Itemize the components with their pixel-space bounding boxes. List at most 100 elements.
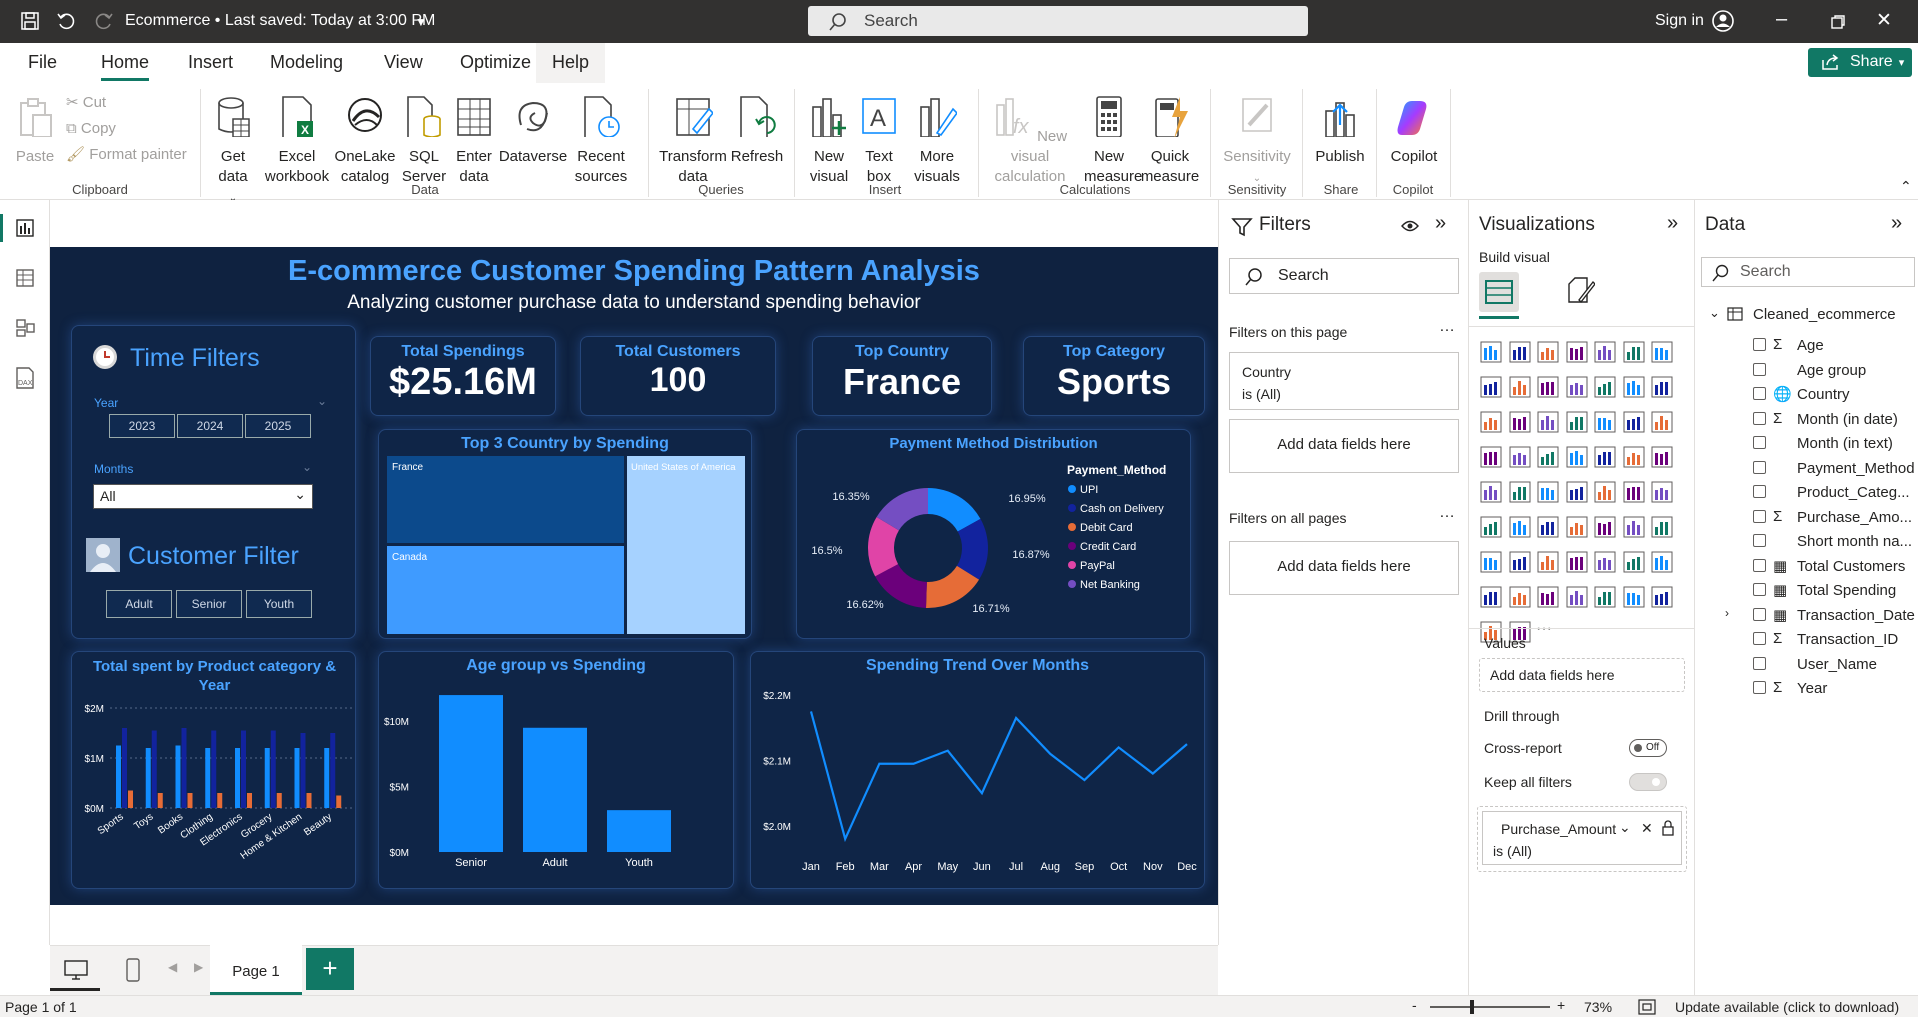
visual-type-icon[interactable]	[1536, 550, 1560, 574]
zoom-in-icon[interactable]: +	[1557, 997, 1566, 1013]
age-bar-card[interactable]: Age group vs Spending $0M $5M $10M Senior Ad…	[378, 651, 734, 889]
visual-type-icon[interactable]	[1593, 375, 1617, 399]
visual-type-icon[interactable]	[1622, 585, 1646, 609]
visual-type-icon[interactable]	[1593, 340, 1617, 364]
treemap-tile-usa[interactable]	[627, 456, 745, 634]
visual-type-icon[interactable]	[1536, 515, 1560, 539]
menu-insert[interactable]: Insert	[188, 52, 234, 72]
global-search-input[interactable]: Search	[808, 6, 1308, 36]
values-drop-zone[interactable]: Add data fields here	[1479, 658, 1685, 692]
field-checkbox[interactable]	[1753, 387, 1766, 400]
visual-type-icon[interactable]	[1536, 340, 1560, 364]
more-options-icon[interactable]: …	[1439, 504, 1455, 521]
kpi-total-customers[interactable]: Total Customers 100	[580, 336, 776, 416]
page-1-tab[interactable]: Page 1	[210, 945, 302, 995]
visual-type-icon[interactable]	[1479, 410, 1503, 434]
year-2025-button[interactable]: 2025	[245, 414, 311, 438]
visual-type-icon[interactable]	[1536, 410, 1560, 434]
chevron-down-icon[interactable]: ⌄	[1709, 305, 1720, 320]
year-2024-button[interactable]: 2024	[177, 414, 243, 438]
table-cleaned-ecommerce[interactable]: ⌄ Cleaned_ecommerce	[1695, 303, 1918, 327]
filters-search-input[interactable]: Search	[1229, 258, 1459, 294]
data-field-item[interactable]: Short month na...	[1695, 530, 1918, 554]
field-checkbox[interactable]	[1753, 534, 1766, 547]
more-visuals-button[interactable]: More visuals	[906, 95, 968, 187]
data-field-item[interactable]: Σ Transaction_ID	[1695, 628, 1918, 652]
visual-type-icon[interactable]	[1565, 480, 1589, 504]
treemap-tile-canada[interactable]	[387, 546, 624, 634]
more-options-icon[interactable]: …	[1439, 318, 1455, 335]
visual-type-icon[interactable]	[1479, 480, 1503, 504]
recent-sources-button[interactable]: Recent sources	[570, 95, 632, 187]
visual-type-icon[interactable]	[1622, 445, 1646, 469]
youth-button[interactable]: Youth	[246, 590, 312, 618]
visual-type-icon[interactable]	[1479, 550, 1503, 574]
publish-button[interactable]: Publish	[1312, 95, 1368, 167]
cut-button[interactable]: ✂ Cut	[66, 93, 106, 113]
collapse-data-icon[interactable]: »	[1891, 212, 1903, 234]
menu-view[interactable]: View	[384, 52, 423, 72]
dataverse-button[interactable]: Dataverse	[498, 95, 568, 167]
visual-type-icon[interactable]	[1536, 375, 1560, 399]
mobile-view-icon[interactable]	[126, 958, 140, 982]
zoom-slider[interactable]	[1430, 1000, 1550, 1014]
menu-home[interactable]: Home	[101, 52, 150, 81]
undo-icon[interactable]	[56, 11, 76, 31]
adult-button[interactable]: Adult	[106, 590, 172, 618]
field-checkbox[interactable]	[1753, 607, 1766, 621]
data-field-item[interactable]: Σ Year	[1695, 677, 1918, 701]
visual-type-icon[interactable]	[1508, 375, 1532, 399]
kpi-top-country[interactable]: Top Country France	[812, 336, 992, 416]
kpi-total-spendings[interactable]: Total Spendings $25.16M	[370, 336, 556, 416]
donut-card[interactable]: Payment Method Distribution 16.95% 16.87%…	[796, 429, 1191, 639]
visual-type-icon[interactable]	[1650, 550, 1674, 574]
chevron-right-icon[interactable]: ›	[1725, 605, 1729, 620]
quick-measure-button[interactable]: Quick measure	[1140, 95, 1200, 187]
new-measure-button[interactable]: New measure	[1084, 95, 1142, 187]
chevron-down-icon[interactable]: ⌄	[1619, 819, 1631, 835]
visual-type-icon[interactable]	[1508, 480, 1532, 504]
visual-type-icon[interactable]	[1479, 585, 1503, 609]
visual-type-icon[interactable]	[1593, 445, 1617, 469]
field-checkbox[interactable]	[1753, 509, 1766, 523]
visual-type-icon[interactable]	[1593, 550, 1617, 574]
page-add-fields-drop[interactable]: Add data fields here	[1229, 419, 1459, 473]
copilot-button[interactable]: Copilot	[1386, 95, 1442, 167]
text-box-button[interactable]: A Text box	[856, 95, 902, 187]
visual-type-icon[interactable]	[1622, 410, 1646, 434]
menu-help[interactable]: Help	[536, 43, 606, 83]
visual-type-icon[interactable]	[1479, 340, 1503, 364]
visual-type-icon[interactable]	[1508, 410, 1532, 434]
format-visual-icon[interactable]	[1565, 276, 1595, 306]
year-2023-button[interactable]: 2023	[109, 414, 175, 438]
visual-type-icon[interactable]	[1508, 340, 1532, 364]
visual-type-icon[interactable]	[1479, 515, 1503, 539]
redo-icon[interactable]	[94, 11, 114, 31]
visual-type-icon[interactable]	[1479, 375, 1503, 399]
months-dropdown[interactable]: All ⌄	[93, 484, 313, 509]
field-checkbox[interactable]	[1753, 681, 1766, 694]
share-button[interactable]: Share ▾	[1808, 48, 1912, 77]
all-add-fields-drop[interactable]: Add data fields here	[1229, 541, 1459, 595]
kpi-top-category[interactable]: Top Category Sports	[1023, 336, 1205, 416]
data-field-item[interactable]: ▦ Total Customers	[1695, 555, 1918, 579]
onelake-catalog-button[interactable]: OneLake catalog	[334, 95, 396, 187]
visual-type-icon[interactable]	[1536, 480, 1560, 504]
visual-type-icon[interactable]	[1565, 445, 1589, 469]
dax-query-icon[interactable]: DAX	[13, 366, 37, 390]
field-checkbox[interactable]	[1753, 338, 1766, 351]
fit-page-icon[interactable]	[1638, 999, 1656, 1015]
visual-type-icon[interactable]	[1536, 585, 1560, 609]
data-field-item[interactable]: Σ Age	[1695, 334, 1918, 358]
country-filter-card[interactable]: Country is (All)	[1229, 352, 1459, 410]
field-checkbox[interactable]	[1753, 485, 1766, 498]
cross-report-toggle[interactable]: Off	[1629, 739, 1667, 757]
keep-filters-toggle[interactable]	[1629, 773, 1667, 791]
visual-type-icon[interactable]	[1593, 515, 1617, 539]
year-chevron-icon[interactable]: ⌄	[317, 394, 328, 408]
visual-type-icon[interactable]	[1565, 515, 1589, 539]
menu-file[interactable]: File	[28, 52, 58, 72]
model-view-icon[interactable]	[15, 318, 35, 338]
minimize-icon[interactable]: –	[1776, 8, 1788, 30]
collapse-filters-icon[interactable]: »	[1435, 212, 1447, 234]
